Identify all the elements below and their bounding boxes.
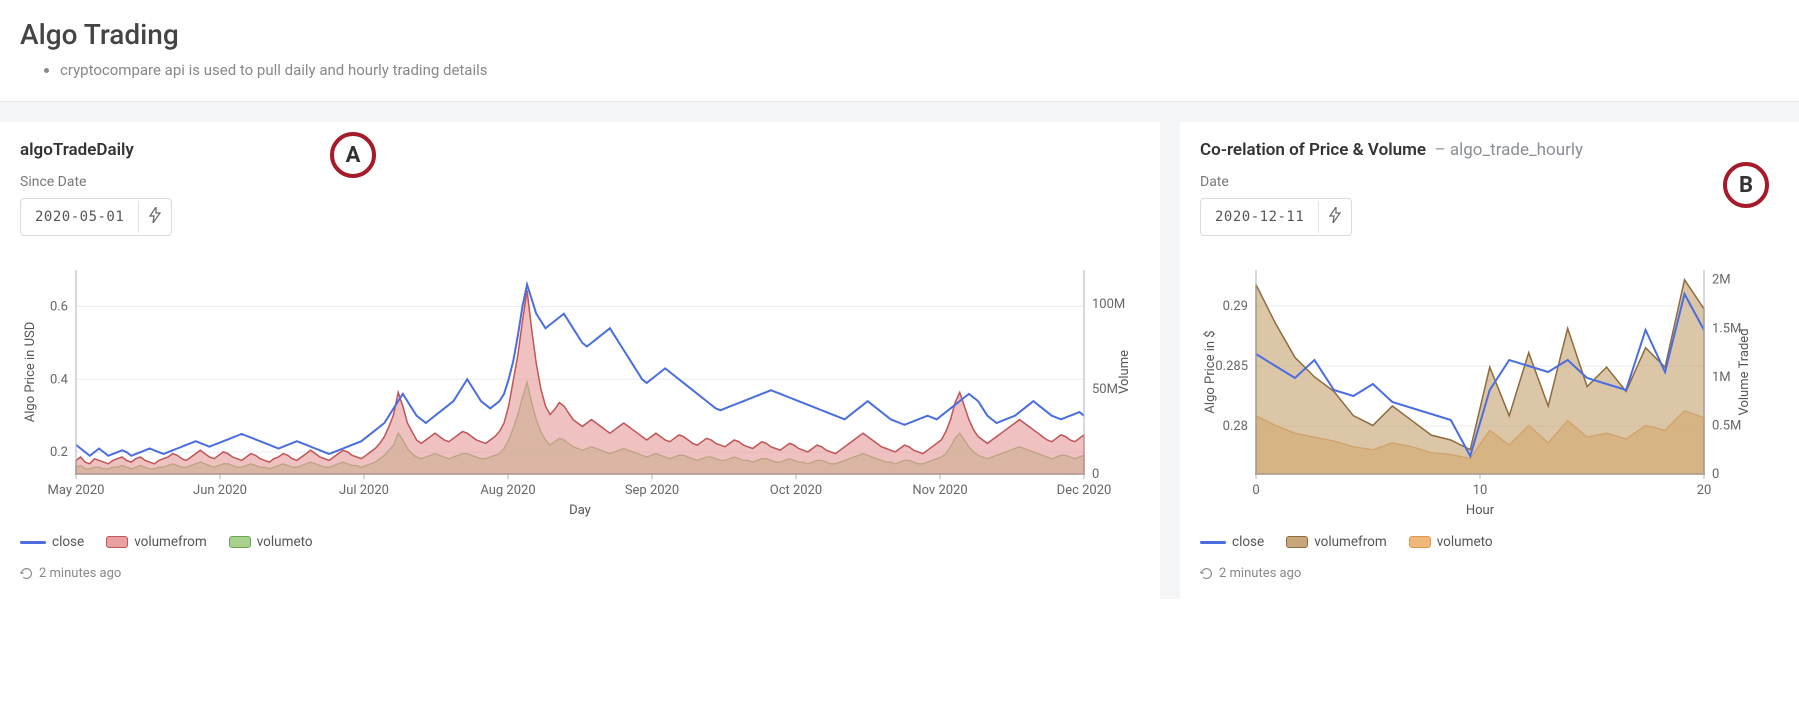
svg-text:20: 20 bbox=[1697, 483, 1712, 498]
svg-text:0: 0 bbox=[1712, 467, 1719, 482]
timestamp-hourly: 2 minutes ago bbox=[1200, 566, 1779, 581]
lightning-icon[interactable] bbox=[139, 199, 171, 235]
annotation-badge-b: B bbox=[1723, 162, 1769, 208]
annotation-badge-a: A bbox=[330, 132, 376, 178]
svg-text:0.29: 0.29 bbox=[1223, 299, 1248, 314]
svg-text:Algo Price in USD: Algo Price in USD bbox=[23, 322, 38, 423]
panel-daily: A algoTradeDaily Since Date 2020-05-01 0… bbox=[0, 122, 1160, 599]
svg-text:Day: Day bbox=[569, 503, 591, 518]
svg-text:Volume Traded: Volume Traded bbox=[1737, 328, 1752, 415]
svg-text:Dec 2020: Dec 2020 bbox=[1057, 483, 1112, 498]
panel-hourly-title: Co-relation of Price & Volume – algo_tra… bbox=[1200, 140, 1779, 160]
legend-item[interactable]: volumefrom bbox=[106, 534, 207, 550]
svg-text:50M: 50M bbox=[1092, 382, 1118, 397]
legend-hourly: close volumefrom volumeto bbox=[1200, 534, 1779, 550]
svg-text:100M: 100M bbox=[1092, 297, 1125, 312]
legend-item[interactable]: volumefrom bbox=[1286, 534, 1387, 550]
since-date-value: 2020-05-01 bbox=[21, 201, 139, 233]
svg-text:0.285: 0.285 bbox=[1215, 359, 1248, 374]
page-title: Algo Trading bbox=[20, 18, 1779, 51]
legend-item[interactable]: close bbox=[1200, 534, 1264, 550]
svg-text:0.4: 0.4 bbox=[50, 372, 69, 387]
lightning-icon[interactable] bbox=[1319, 199, 1351, 235]
date-label: Date bbox=[1200, 174, 1779, 190]
svg-text:0.28: 0.28 bbox=[1223, 419, 1248, 434]
chart-daily: 0.2 0.4 0.6 0 50M 100M May 2020 Jun 2020 Jul 202… bbox=[20, 260, 1140, 524]
svg-text:0.5M: 0.5M bbox=[1712, 418, 1741, 433]
timestamp-daily: 2 minutes ago bbox=[20, 566, 1140, 581]
svg-text:10: 10 bbox=[1473, 483, 1488, 498]
legend-daily: close volumefrom volumeto bbox=[20, 534, 1140, 550]
svg-text:Nov 2020: Nov 2020 bbox=[912, 483, 967, 498]
svg-text:Volume: Volume bbox=[1117, 350, 1132, 394]
refresh-icon bbox=[1200, 567, 1213, 580]
svg-text:0.2: 0.2 bbox=[50, 445, 68, 460]
legend-item[interactable]: volumeto bbox=[1409, 534, 1493, 550]
svg-text:2M: 2M bbox=[1712, 273, 1731, 288]
refresh-icon bbox=[20, 567, 33, 580]
date-value: 2020-12-11 bbox=[1201, 201, 1319, 233]
svg-text:Jul 2020: Jul 2020 bbox=[339, 483, 389, 498]
chart-hourly: 0.280.2850.2900.5M1M1.5M2M01020HourAlgo … bbox=[1200, 260, 1779, 524]
svg-text:0.6: 0.6 bbox=[50, 299, 68, 314]
page-subtitle: cryptocompare api is used to pull daily … bbox=[60, 61, 1779, 79]
svg-text:Oct 2020: Oct 2020 bbox=[770, 483, 822, 498]
date-input[interactable]: 2020-12-11 bbox=[1200, 198, 1352, 236]
since-date-input[interactable]: 2020-05-01 bbox=[20, 198, 172, 236]
svg-text:0: 0 bbox=[1092, 467, 1099, 482]
svg-text:Hour: Hour bbox=[1466, 503, 1495, 518]
svg-text:May 2020: May 2020 bbox=[48, 483, 105, 498]
legend-item[interactable]: close bbox=[20, 534, 84, 550]
svg-text:Jun 2020: Jun 2020 bbox=[193, 483, 247, 498]
svg-text:Algo Price in $: Algo Price in $ bbox=[1203, 330, 1218, 413]
panel-hourly: B Co-relation of Price & Volume – algo_t… bbox=[1180, 122, 1799, 599]
page-header: Algo Trading cryptocompare api is used t… bbox=[0, 0, 1799, 102]
svg-text:0: 0 bbox=[1252, 483, 1259, 498]
svg-text:Sep 2020: Sep 2020 bbox=[625, 483, 679, 498]
legend-item[interactable]: volumeto bbox=[229, 534, 313, 550]
panel-daily-title: algoTradeDaily bbox=[20, 140, 1140, 160]
svg-text:Aug 2020: Aug 2020 bbox=[480, 483, 535, 498]
svg-text:1M: 1M bbox=[1712, 370, 1731, 385]
since-date-label: Since Date bbox=[20, 174, 1140, 190]
